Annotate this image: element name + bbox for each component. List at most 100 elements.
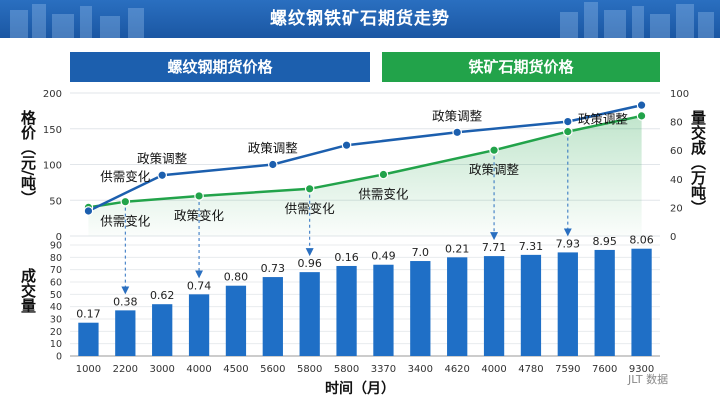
left-tick-label: 100 [43,161,62,172]
bar-data-label: 7.71 [482,241,507,254]
bar-data-label: 0.73 [261,262,286,275]
left-tick-label: 50 [49,196,62,207]
annotation-label: 供需变化 [100,169,151,184]
bar [188,294,210,356]
annotation-label: 政策调整 [578,112,629,127]
title-bar: 螺纹钢铁矿石期货走势 [0,0,720,38]
bar-tick-label: 0 [56,352,62,363]
annotation-label: 政策调整 [248,141,299,156]
bar-data-label: 0.21 [445,242,470,255]
x-tick-label: 7590 [555,364,580,375]
x-tick-label: 5800 [297,364,322,375]
bar [631,248,652,356]
left-axis-label-price: 格价（元/吨） [19,110,37,206]
bar-data-label: 0.16 [334,251,359,264]
bar-data-label: 0.96 [297,257,322,270]
bar [115,310,136,356]
right-tick-label: 80 [670,118,683,129]
legend-rebar: 螺纹钢期货价格 [70,52,370,82]
bar [299,272,320,356]
bar-tick-label: 90 [50,241,62,252]
bar [373,264,394,356]
bar [557,252,578,356]
bar-data-label: 0.62 [150,289,175,302]
annotation-label: 供需变化 [285,201,336,216]
rebar-point [636,100,647,110]
iron-point [194,191,204,201]
right-tick-label: 60 [670,146,683,157]
x-tick-label: 3370 [371,364,396,375]
left-tick-label: 0 [56,232,62,243]
x-tick-label: 7600 [592,364,617,375]
annotation-label: 供需变化 [358,187,409,202]
right-tick-label: 0 [670,232,676,243]
bar [594,249,615,356]
bar-data-label: 7.93 [556,237,581,250]
iron-point [489,145,499,155]
iron-point [304,184,315,194]
x-tick-label: 3000 [149,364,174,375]
x-axis-title: 时间（月） [325,380,395,397]
x-tick-label: 5800 [334,364,359,375]
iron-price-line [88,114,642,209]
bar [225,285,247,356]
bar-data-label: 8.06 [629,234,654,247]
x-tick-label: 4500 [223,364,248,375]
left-tick-label: 200 [43,89,62,100]
rebar-point [83,206,94,216]
bar-data-label: 8.95 [592,235,617,248]
bar [262,277,283,356]
left-axis-label-volume: 成交量 [19,268,37,313]
iron-point [120,196,131,207]
legend-iron: 铁矿石期货价格 [382,52,660,82]
x-tick-label: 3400 [408,364,433,375]
iron-point [636,111,647,121]
bar-data-label: 7.0 [412,246,430,259]
bar-tick-label: 50 [50,290,62,301]
rebar-point [341,140,352,150]
rebar-point [563,116,573,127]
bar [78,322,99,356]
rebar-point [452,127,462,138]
x-tick-label: 4780 [518,364,543,375]
bar [336,265,357,356]
bar-data-label: 0.38 [113,295,138,308]
watermark: JLT 数据 [628,373,669,386]
x-tick-label: 4000 [186,364,211,375]
bar [152,304,173,356]
bar-data-label: 0.49 [371,250,396,263]
iron-point [563,126,573,137]
x-tick-label: 4620 [444,364,469,375]
x-tick-label: 4000 [481,364,506,375]
bar-data-label: 0.74 [187,279,212,292]
iron-area-fill [88,115,642,236]
bar [410,261,431,356]
bar-tick-label: 30 [50,315,62,326]
annotation-label: 政策变化 [174,208,225,223]
annotation-label: 政策调整 [137,151,188,166]
right-tick-label: 100 [670,89,689,100]
annotation-label: 供需变化 [100,214,151,229]
x-tick-label: 5600 [260,364,285,375]
right-axis-label-volume: 量交成（万吨） [689,110,707,215]
iron-point [378,169,389,180]
bar-tick-label: 20 [50,327,62,338]
bar-tick-label: 60 [50,278,62,289]
x-tick-label: 1000 [76,364,101,375]
bar-data-label: 0.80 [224,271,249,284]
bar [483,256,505,356]
rebar-point [268,159,278,170]
bar-tick-label: 70 [50,265,62,276]
annotation-label: 政策调整 [469,162,520,177]
right-tick-label: 40 [670,175,683,186]
bar-data-label: 7.31 [519,240,544,253]
x-tick-label: 9300 [629,364,654,375]
x-tick-label: 2200 [113,364,138,375]
bar-tick-label: 10 [50,339,62,350]
annotation-label: 政策调整 [432,108,483,123]
chart-title: 螺纹钢铁矿石期货走势 [270,9,450,29]
skyline-decoration [10,2,714,38]
bar [447,257,468,356]
bar-tick-label: 80 [50,253,62,264]
